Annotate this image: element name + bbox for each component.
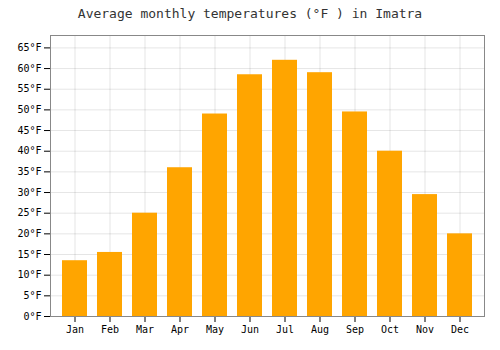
svg-text:Sep: Sep [346, 324, 364, 335]
svg-text:5°F: 5°F [23, 290, 41, 301]
svg-text:Jan: Jan [66, 324, 84, 335]
svg-text:Jun: Jun [241, 324, 259, 335]
svg-text:0°F: 0°F [23, 311, 41, 322]
svg-text:65°F: 65°F [17, 42, 41, 53]
svg-text:May: May [206, 324, 224, 335]
svg-text:55°F: 55°F [17, 83, 41, 94]
svg-text:Aug: Aug [311, 324, 329, 335]
svg-text:Dec: Dec [451, 324, 469, 335]
svg-text:Nov: Nov [416, 324, 434, 335]
svg-text:60°F: 60°F [17, 63, 41, 74]
svg-text:20°F: 20°F [17, 228, 41, 239]
svg-text:35°F: 35°F [17, 166, 41, 177]
svg-text:Mar: Mar [136, 324, 154, 335]
svg-text:Jul: Jul [276, 324, 294, 335]
svg-text:Oct: Oct [381, 324, 399, 335]
svg-text:25°F: 25°F [17, 207, 41, 218]
html-text:Average monthly temperatures (: Average monthly temperatures (°F ) in Im… [77, 6, 423, 21]
svg-text:45°F: 45°F [17, 125, 41, 136]
svg-text:40°F: 40°F [17, 145, 41, 156]
svg-text:10°F: 10°F [17, 269, 41, 280]
svg-text:50°F: 50°F [17, 104, 41, 115]
svg-text:15°F: 15°F [17, 249, 41, 260]
svg-text:Feb: Feb [101, 324, 119, 335]
svg-text:Apr: Apr [171, 324, 189, 335]
svg-text:30°F: 30°F [17, 187, 41, 198]
